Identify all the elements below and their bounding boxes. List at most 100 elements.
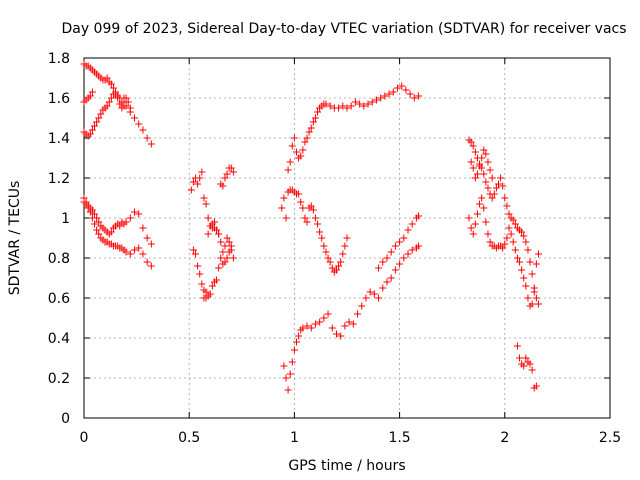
data-point	[408, 246, 416, 254]
data-point	[284, 386, 292, 394]
data-point	[522, 238, 530, 246]
data-point	[217, 254, 225, 262]
data-point	[286, 370, 294, 378]
data-point	[221, 242, 229, 250]
data-point	[501, 194, 509, 202]
data-point	[107, 228, 115, 236]
data-point	[290, 134, 298, 142]
data-point	[415, 242, 423, 250]
data-point	[219, 182, 227, 190]
data-point	[130, 114, 138, 122]
series-1	[80, 88, 134, 140]
data-point	[343, 104, 351, 112]
data-point	[95, 218, 103, 226]
data-point	[309, 118, 317, 126]
data-point	[473, 210, 481, 218]
data-point	[107, 94, 115, 102]
data-point	[480, 170, 488, 178]
data-point	[286, 158, 294, 166]
data-point	[492, 184, 500, 192]
data-point	[221, 174, 229, 182]
data-point	[400, 234, 408, 242]
x-tick-label: 0	[80, 430, 89, 446]
data-point	[467, 224, 475, 232]
data-point	[501, 240, 509, 248]
data-point	[135, 244, 143, 252]
data-point	[84, 204, 92, 212]
data-point	[196, 270, 204, 278]
data-point	[295, 190, 303, 198]
data-point	[88, 126, 96, 134]
data-point	[534, 250, 542, 258]
series-10	[465, 136, 542, 308]
data-point	[473, 170, 481, 178]
data-point	[143, 258, 151, 266]
data-point	[299, 146, 307, 154]
data-point	[282, 214, 290, 222]
data-point	[320, 314, 328, 322]
data-point	[126, 104, 134, 112]
data-point	[95, 114, 103, 122]
data-point	[503, 234, 511, 242]
data-point	[528, 300, 536, 308]
data-point	[478, 154, 486, 162]
data-point	[322, 248, 330, 256]
data-point	[103, 102, 111, 110]
data-point	[322, 100, 330, 108]
data-point	[217, 238, 225, 246]
data-point	[225, 248, 233, 256]
data-point	[290, 346, 298, 354]
data-point	[520, 274, 528, 282]
data-point	[391, 266, 399, 274]
data-point	[505, 210, 513, 218]
data-point	[471, 174, 479, 182]
data-point	[469, 142, 477, 150]
data-point	[396, 260, 404, 268]
data-point	[513, 342, 521, 350]
data-point	[139, 126, 147, 134]
data-point	[484, 230, 492, 238]
y-tick-label: 1	[61, 211, 70, 227]
data-point	[381, 92, 389, 100]
data-point	[223, 170, 231, 178]
data-point	[372, 96, 380, 104]
data-point	[337, 332, 345, 340]
data-point	[297, 152, 305, 160]
data-point	[147, 240, 155, 248]
y-tick-label: 0.4	[48, 331, 70, 347]
data-point	[337, 258, 345, 266]
data-point	[351, 98, 359, 106]
data-points	[80, 60, 542, 394]
data-point	[532, 294, 540, 302]
data-point	[513, 254, 521, 262]
data-point	[103, 74, 111, 82]
data-point	[503, 202, 511, 210]
data-point	[293, 338, 301, 346]
data-point	[518, 266, 526, 274]
data-point	[120, 102, 128, 110]
data-point	[324, 254, 332, 262]
data-point	[377, 94, 385, 102]
data-point	[526, 258, 534, 266]
data-point	[139, 250, 147, 258]
data-point	[524, 294, 532, 302]
data-point	[227, 242, 235, 250]
data-point	[114, 94, 122, 102]
data-point	[282, 374, 290, 382]
data-point	[524, 246, 532, 254]
data-point	[200, 194, 208, 202]
data-point	[91, 122, 99, 130]
data-point	[229, 254, 237, 262]
data-point	[511, 246, 519, 254]
data-point	[349, 320, 357, 328]
data-point	[507, 230, 515, 238]
data-point	[484, 158, 492, 166]
data-point	[316, 228, 324, 236]
data-point	[362, 294, 370, 302]
y-tick-label: 1.4	[48, 131, 70, 147]
data-point	[486, 238, 494, 246]
x-axis-label: GPS time / hours	[288, 458, 405, 474]
data-point	[402, 86, 410, 94]
data-point	[360, 102, 368, 110]
